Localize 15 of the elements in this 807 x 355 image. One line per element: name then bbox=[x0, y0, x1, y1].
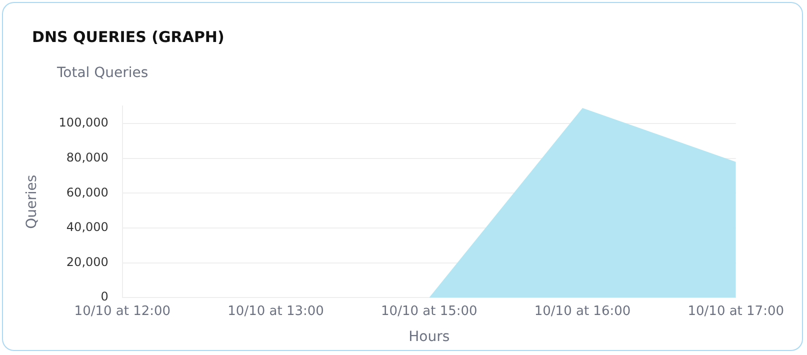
x-tick-label: 10/10 at 12:00 bbox=[74, 304, 171, 319]
x-tick-label: 10/10 at 17:00 bbox=[688, 304, 784, 319]
y-axis-title: Queries bbox=[24, 174, 40, 229]
x-axis-title: Hours bbox=[408, 329, 450, 346]
y-tick-label: 60,000 bbox=[66, 185, 108, 200]
y-tick-label: 40,000 bbox=[66, 220, 108, 234]
x-tick-label: 10/10 at 16:00 bbox=[534, 304, 631, 319]
x-tick-label: 10/10 at 15:00 bbox=[381, 304, 478, 319]
y-tick-label: 0 bbox=[100, 290, 108, 304]
x-tick-label: 10/10 at 13:00 bbox=[228, 304, 324, 319]
chart-subtitle: Total Queries bbox=[57, 65, 148, 81]
y-tick-label: 100,000 bbox=[58, 116, 108, 130]
y-tick-label: 20,000 bbox=[66, 254, 108, 269]
y-tick-label: 80,000 bbox=[66, 150, 108, 165]
chart-title: DNS QUERIES (GRAPH) bbox=[32, 28, 224, 46]
